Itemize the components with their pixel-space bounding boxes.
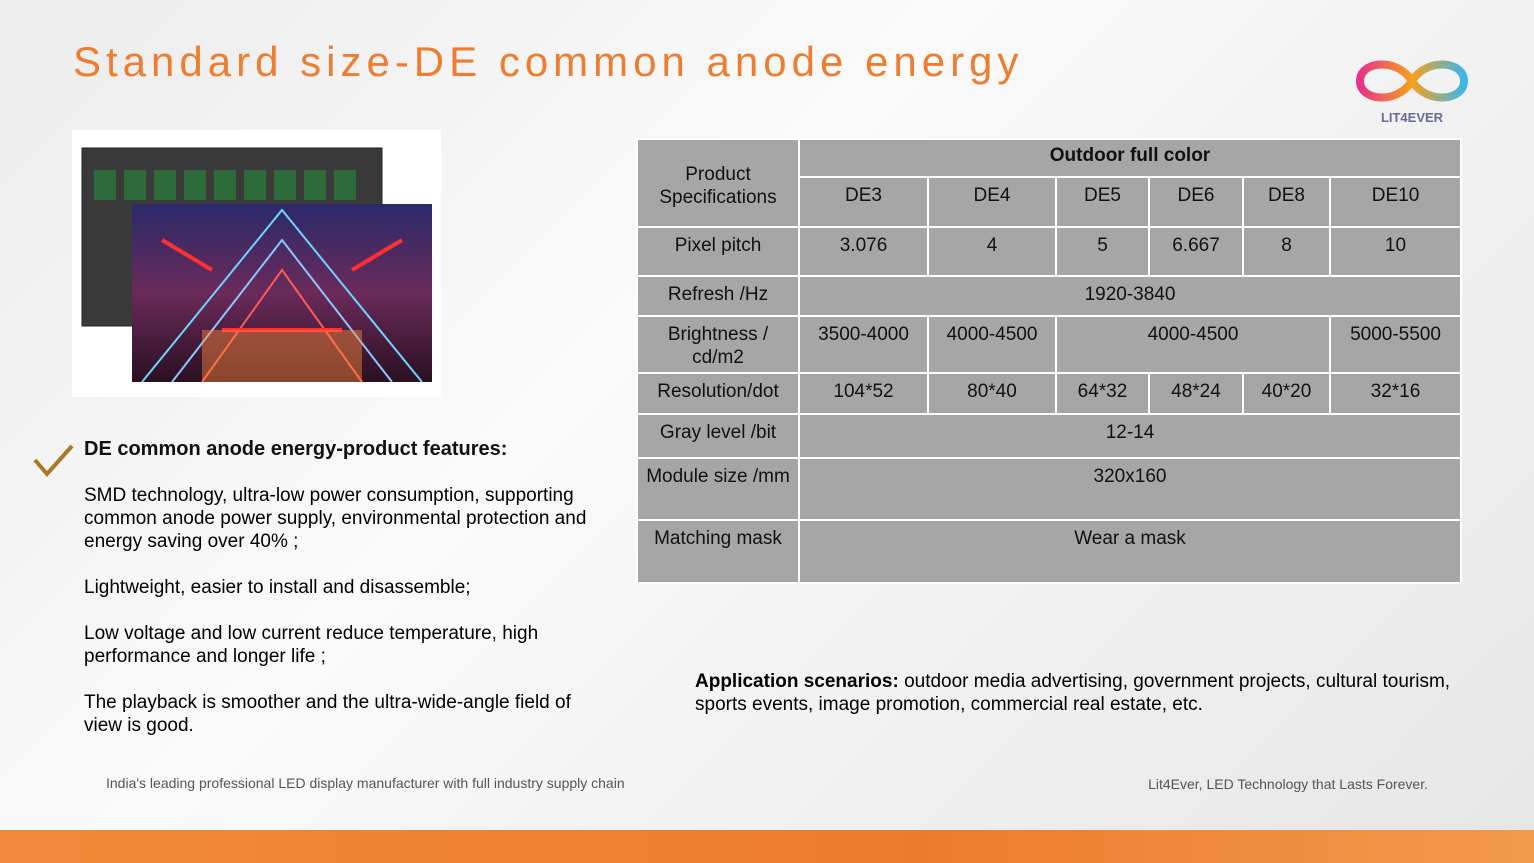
footer-bar — [0, 830, 1534, 863]
application-text: outdoor media advertising, government pr… — [695, 671, 1451, 715]
cell: 5000-5500 — [1329, 315, 1462, 374]
model-header: DE6 — [1148, 176, 1244, 228]
logo: LIT4EVER — [1352, 55, 1472, 132]
cell: 320x160 — [798, 457, 1462, 521]
model-header: DE10 — [1329, 176, 1462, 228]
cell: 80*40 — [927, 372, 1057, 415]
model-header: DE8 — [1242, 176, 1331, 228]
row-label: Gray level /bit — [636, 413, 800, 459]
spec-table: Product Specifications Outdoor full colo… — [636, 138, 1462, 584]
check-icon — [33, 444, 74, 478]
group-header: Outdoor full color — [798, 138, 1462, 178]
cell: 12-14 — [798, 413, 1462, 459]
cell: 64*32 — [1055, 372, 1150, 415]
cell: 10 — [1329, 226, 1462, 277]
title: Standard size-DE common anode energy — [73, 38, 1024, 85]
model-header: DE5 — [1055, 176, 1150, 228]
footer-left: India's leading professional LED display… — [106, 775, 625, 791]
cell: 6.667 — [1148, 226, 1244, 277]
cell: 3500-4000 — [798, 315, 929, 374]
row-label: Brightness / cd/m2 — [636, 315, 800, 374]
cell: 5 — [1055, 226, 1150, 277]
features-heading: DE common anode energy-product features: — [84, 438, 508, 460]
cell: 4000-4500 — [1055, 315, 1331, 374]
row-label: Pixel pitch — [636, 226, 800, 277]
row-label: Refresh /Hz — [636, 275, 800, 317]
application-label: Application scenarios: — [695, 671, 899, 692]
cell: 1920-3840 — [798, 275, 1462, 317]
cell: Wear a mask — [798, 519, 1462, 584]
logo-text: LIT4EVER — [1381, 110, 1444, 125]
features-list: SMD technology, ultra-low power consumpt… — [84, 484, 614, 760]
cell: 32*16 — [1329, 372, 1462, 415]
cell: 4000-4500 — [927, 315, 1057, 374]
cell: 48*24 — [1148, 372, 1244, 415]
row-label: Module size /mm — [636, 457, 800, 521]
model-header: DE4 — [927, 176, 1057, 228]
row-label: Resolution/dot — [636, 372, 800, 415]
feature: SMD technology, ultra-low power consumpt… — [84, 485, 587, 552]
cell: 40*20 — [1242, 372, 1331, 415]
application: Application scenarios: outdoor media adv… — [695, 670, 1455, 716]
cell: 8 — [1242, 226, 1331, 277]
cell: 3.076 — [798, 226, 929, 277]
logo-infinity — [1355, 60, 1469, 102]
feature: Low voltage and low current reduce tempe… — [84, 623, 539, 667]
feature: Lightweight, easier to install and disas… — [84, 577, 471, 598]
product-image — [72, 130, 441, 397]
corner-cell: Product Specifications — [636, 138, 800, 228]
footer-right: Lit4Ever, LED Technology that Lasts Fore… — [1148, 776, 1428, 792]
cell: 104*52 — [798, 372, 929, 415]
row-label: Matching mask — [636, 519, 800, 584]
logo-mark: LIT4EVER — [1355, 60, 1469, 125]
feature: The playback is smoother and the ultra-w… — [84, 692, 571, 736]
cell: 4 — [927, 226, 1057, 277]
model-header: DE3 — [798, 176, 929, 228]
